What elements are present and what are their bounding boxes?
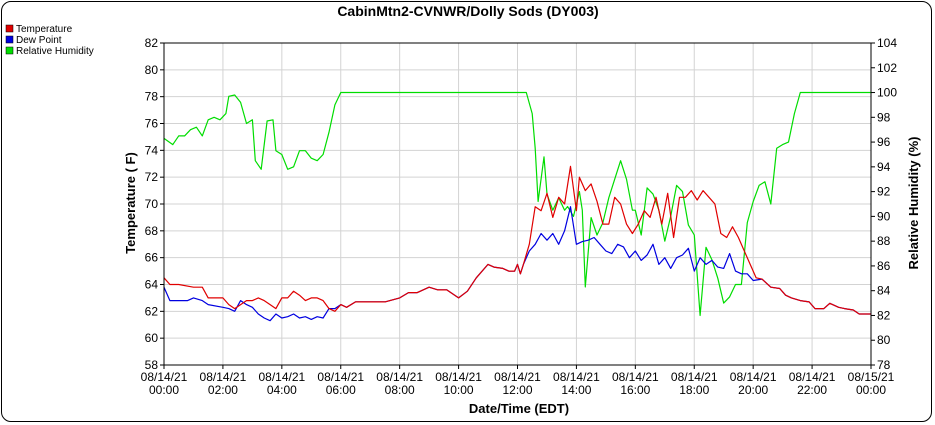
y-left-tick-label: 70 [145,197,159,211]
x-tick-label-time: 12:00 [502,383,532,397]
y-left-tick-label: 68 [145,224,159,238]
x-tick-label-date: 08/14/21 [141,370,188,384]
x-tick-label-date: 08/14/21 [553,370,600,384]
y-left-tick-label: 80 [145,63,159,77]
series-line-relative-humidity [163,91,871,317]
x-tick-label-time: 18:00 [679,383,709,397]
y-left-tick-label: 78 [145,90,159,104]
y-left-tick-label: 74 [145,143,159,157]
x-tick-label-time: 10:00 [444,383,474,397]
x-tick-label-time: 22:00 [797,383,827,397]
x-tick-label-date: 08/14/21 [317,370,364,384]
x-tick-label-date: 08/14/21 [671,370,718,384]
y-left-tick-label: 58 [145,358,159,372]
y-right-tick-label: 88 [877,234,891,248]
x-tick-label-time: 06:00 [326,383,356,397]
legend-swatch-temperature [5,24,14,33]
x-tick-label-date: 08/14/21 [258,370,305,384]
y-left-tick-label: 60 [145,331,159,345]
y-left-tick-label: 82 [145,36,159,50]
y-right-tick-label: 102 [877,61,897,75]
x-tick-label-time: 20:00 [738,383,768,397]
x-tick-label-date: 08/14/21 [612,370,659,384]
grid [163,42,872,366]
y-left-tick-label: 64 [145,278,159,292]
y-left-tick-label: 66 [145,251,159,265]
legend-label-relative-humidity: Relative Humidity [16,46,94,57]
legend-swatch-dew-point [5,35,14,44]
y-right-tick-label: 90 [877,209,891,223]
x-tick-label-date: 08/15/21 [848,370,895,384]
legend: Temperature Dew Point Relative Humidity [5,24,94,57]
series-line-temperature [163,165,871,315]
y-left-tick-label: 72 [145,170,159,184]
y-left-tick-label: 76 [145,117,159,131]
x-tick-label-time: 14:00 [561,383,591,397]
y-axis-left-title: Temperature ( F) [123,152,138,254]
x-tick-label-time: 04:00 [267,383,297,397]
series-line-dew-point [163,206,871,322]
y-right-tick-label: 82 [877,308,891,322]
legend-swatch-relative-humidity [5,46,14,55]
x-tick-label-date: 08/14/21 [730,370,777,384]
y-right-tick-label: 86 [877,259,891,273]
x-tick-label-date: 08/14/21 [789,370,836,384]
y-axis-right-title: Relative Humidity (%) [906,137,921,270]
y-right-tick-label: 98 [877,110,891,124]
x-tick-label-time: 00:00 [149,383,179,397]
x-tick-label-time: 08:00 [385,383,415,397]
x-axis-title: Date/Time (EDT) [469,401,569,416]
x-tick-label-time: 02:00 [208,383,238,397]
axis-ticks: 58 60 62 64 66 68 70 72 74 76 78 80 82 78 80 82 84 86 88 90… [141,36,898,397]
legend-label-dew-point: Dew Point [16,35,62,46]
y-right-tick-label: 92 [877,185,891,199]
y-right-tick-label: 96 [877,135,891,149]
y-right-tick-label: 100 [877,86,897,100]
chart-title: CabinMtn2-CVNWR/Dolly Sods (DY003) [337,3,598,19]
series-lines [163,91,871,322]
y-left-tick-label: 62 [145,304,159,318]
y-right-tick-label: 104 [877,36,897,50]
x-tick-label-date: 08/14/21 [494,370,541,384]
y-right-tick-label: 84 [877,284,891,298]
x-tick-label-date: 08/14/21 [376,370,423,384]
x-tick-label-time: 00:00 [856,383,886,397]
x-tick-label-date: 08/14/21 [200,370,247,384]
y-right-tick-label: 78 [877,358,891,372]
y-right-tick-label: 94 [877,160,891,174]
y-right-tick-label: 80 [877,333,891,347]
legend-label-temperature: Temperature [16,24,73,35]
x-tick-label-time: 16:00 [620,383,650,397]
x-tick-label-date: 08/14/21 [435,370,482,384]
